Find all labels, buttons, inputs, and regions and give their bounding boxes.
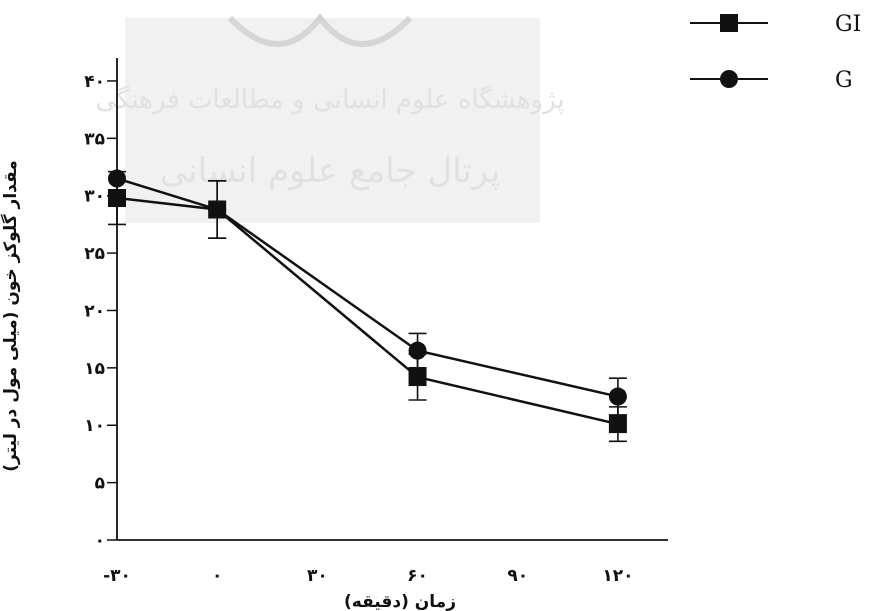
y-tick-label: ۱۰	[84, 416, 105, 436]
x-tick-label: -۳۰	[103, 566, 131, 586]
x-tick-label: ۰	[212, 566, 222, 586]
y-tick-label: ۳۵	[84, 129, 105, 149]
y-tick-label: ۰	[95, 531, 105, 551]
legend: GI G	[690, 12, 861, 93]
y-tick-label: ۲۰	[84, 301, 105, 321]
legend-marker-gi	[720, 14, 738, 32]
data-point-gi	[608, 415, 627, 434]
data-point-g	[108, 169, 126, 188]
data-point-gi	[108, 189, 126, 208]
y-tick-label: ۲۵	[84, 244, 105, 264]
legend-marker-g	[720, 70, 738, 88]
x-tick-label: ۹۰	[507, 566, 528, 586]
x-tick-label: ۳۰	[307, 566, 328, 586]
y-tick-label: ۳۰	[84, 187, 105, 207]
x-axis-title: زمان (دقیقه)	[344, 592, 456, 611]
svg-text:پرتال جامع علوم انسانی: پرتال جامع علوم انسانی	[160, 151, 500, 191]
data-point-g	[408, 341, 427, 360]
svg-text:پژوهشگاه علوم انسانی و مطالعات: پژوهشگاه علوم انسانی و مطالعات فرهنگی	[95, 84, 564, 115]
y-tick-label: ۵	[95, 474, 105, 494]
legend-label-g: G	[835, 68, 853, 93]
y-tick-label: ۱۵	[84, 359, 105, 379]
series-layer	[108, 169, 627, 443]
watermark: پژوهشگاه علوم انسانی و مطالعات فرهنگی پر…	[95, 13, 565, 223]
data-point-g	[208, 200, 227, 219]
data-point-gi	[408, 368, 427, 387]
data-point-g	[608, 387, 627, 406]
x-tick-label: ۶۰	[407, 566, 428, 586]
series-line-g	[116, 177, 619, 398]
x-tick-label: ۱۲۰	[602, 566, 633, 586]
axes: ۰ ۵ ۱۰ ۱۵ ۲۰ ۲۵ ۳۰ ۳۵ ۴۰ -۳۰ ۰ ۳۰ ۶۰ ۹۰ ۱۲۰	[84, 58, 668, 586]
y-axis-title: مقدار گلوکز خون (میلی مول در لیتر)	[0, 160, 21, 472]
legend-label-gi: GI	[835, 12, 861, 37]
series-line-gi	[116, 196, 619, 426]
y-tick-label: ۴۰	[84, 72, 105, 92]
